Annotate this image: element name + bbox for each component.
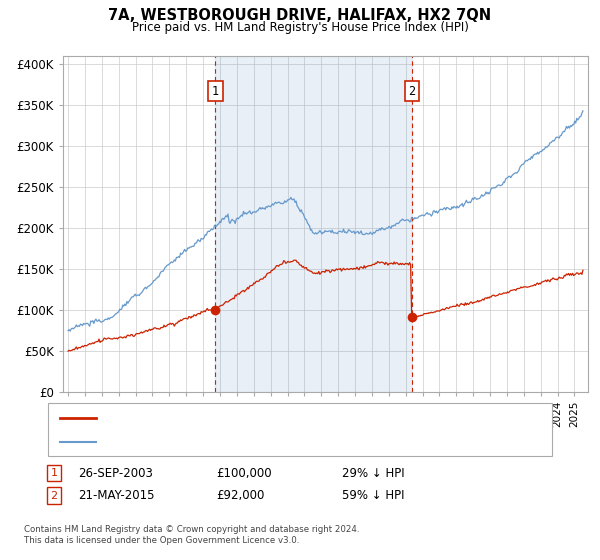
Text: Contains HM Land Registry data © Crown copyright and database right 2024.
This d: Contains HM Land Registry data © Crown c… bbox=[24, 525, 359, 545]
Text: 1: 1 bbox=[50, 468, 58, 478]
Bar bbox=[215, 56, 412, 392]
Text: 29% ↓ HPI: 29% ↓ HPI bbox=[342, 466, 404, 480]
Text: 7A, WESTBOROUGH DRIVE, HALIFAX, HX2 7QN: 7A, WESTBOROUGH DRIVE, HALIFAX, HX2 7QN bbox=[109, 8, 491, 24]
Text: 21-MAY-2015: 21-MAY-2015 bbox=[78, 489, 155, 502]
Text: Price paid vs. HM Land Registry's House Price Index (HPI): Price paid vs. HM Land Registry's House … bbox=[131, 21, 469, 34]
Text: HPI: Average price, detached house, Calderdale: HPI: Average price, detached house, Cald… bbox=[105, 436, 366, 446]
Text: 2: 2 bbox=[50, 491, 58, 501]
Text: £92,000: £92,000 bbox=[216, 489, 265, 502]
Text: 59% ↓ HPI: 59% ↓ HPI bbox=[342, 489, 404, 502]
Text: 1: 1 bbox=[212, 85, 219, 98]
Text: 26-SEP-2003: 26-SEP-2003 bbox=[78, 466, 153, 480]
Text: 7A, WESTBOROUGH DRIVE, HALIFAX, HX2 7QN (detached house): 7A, WESTBOROUGH DRIVE, HALIFAX, HX2 7QN … bbox=[105, 413, 460, 423]
Text: 2: 2 bbox=[409, 85, 416, 98]
Text: £100,000: £100,000 bbox=[216, 466, 272, 480]
